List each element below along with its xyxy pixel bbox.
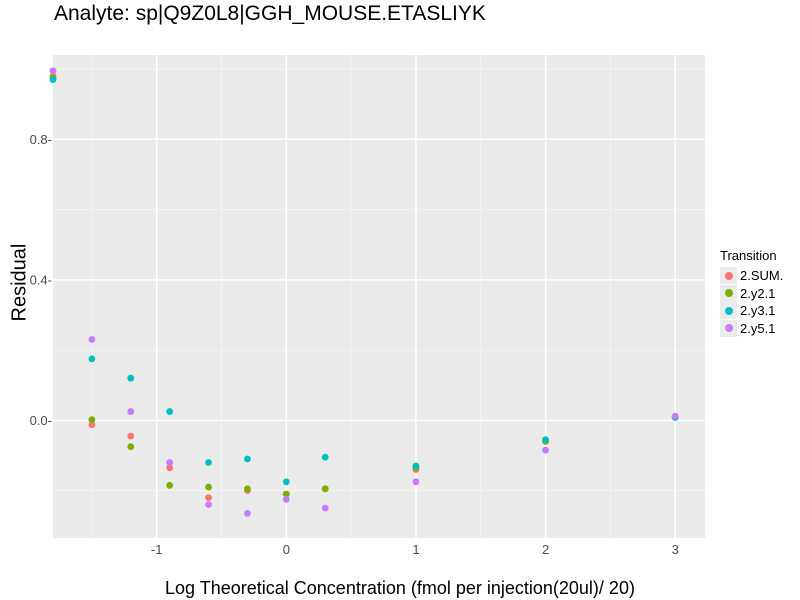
- data-point: [412, 478, 420, 486]
- y-tick-label: 0.4-: [30, 272, 52, 287]
- y-tick-label: 0.0-: [30, 413, 52, 428]
- data-point: [166, 408, 174, 415]
- legend-swatch: [724, 289, 733, 298]
- data-point: [205, 483, 212, 491]
- legend-swatch: [724, 324, 733, 333]
- data-point: [542, 446, 549, 454]
- y-axis-label: Residual: [8, 243, 31, 322]
- data-point: [282, 478, 290, 486]
- data-point: [321, 485, 329, 493]
- data-point: [49, 76, 57, 83]
- data-point: [244, 485, 251, 493]
- data-point: [88, 355, 96, 363]
- legend-label: 2.y3.1: [740, 303, 776, 319]
- legend-label: 2.y5.1: [740, 320, 776, 336]
- x-tick-label: 3: [672, 542, 679, 557]
- data-point: [166, 481, 174, 489]
- data-point: [412, 462, 420, 470]
- x-tick-label: 2: [542, 542, 549, 557]
- x-tick-label: 1: [412, 542, 419, 557]
- x-tick-label: -1: [151, 542, 163, 557]
- legend-item: 2.y5.1: [720, 319, 783, 338]
- legend: Transition 2.SUM. 2.y2.1 2.y3.1 2.y5.1: [720, 248, 783, 337]
- legend-item: 2.SUM.: [720, 267, 783, 285]
- legend-title: Transition: [720, 248, 777, 263]
- data-point: [282, 490, 290, 498]
- data-point: [671, 412, 679, 420]
- data-point: [127, 432, 135, 440]
- data-point: [205, 459, 212, 466]
- data-point: [205, 494, 212, 502]
- data-point: [282, 495, 290, 503]
- chart-title: Analyte: sp|Q9Z0L8|GGH_MOUSE.ETASLIYK: [54, 2, 486, 25]
- data-point: [49, 67, 57, 75]
- data-point: [205, 501, 212, 509]
- legend-label: 2.y2.1: [740, 285, 776, 301]
- legend-item: 2.y3.1: [720, 302, 783, 320]
- data-point: [88, 421, 96, 428]
- legend-item: 2.y2.1: [720, 284, 783, 303]
- plot-panel: [53, 55, 705, 538]
- data-point: [88, 416, 96, 424]
- data-point: [321, 504, 329, 512]
- data-point: [127, 408, 135, 415]
- data-point: [244, 510, 251, 517]
- data-point: [88, 336, 96, 343]
- data-point: [127, 443, 135, 451]
- data-point: [244, 455, 251, 463]
- data-point: [166, 464, 174, 472]
- data-point: [321, 453, 329, 461]
- legend-swatch: [724, 306, 733, 315]
- x-tick-label: 0: [283, 542, 290, 557]
- y-tick-label: 0.8-: [30, 132, 52, 147]
- legend-swatch: [724, 271, 733, 280]
- data-point: [542, 436, 549, 444]
- x-axis-label: Log Theoretical Concentration (fmol per …: [165, 578, 635, 598]
- data-point: [166, 459, 174, 466]
- data-point: [127, 374, 135, 382]
- legend-label: 2.SUM.: [740, 268, 784, 284]
